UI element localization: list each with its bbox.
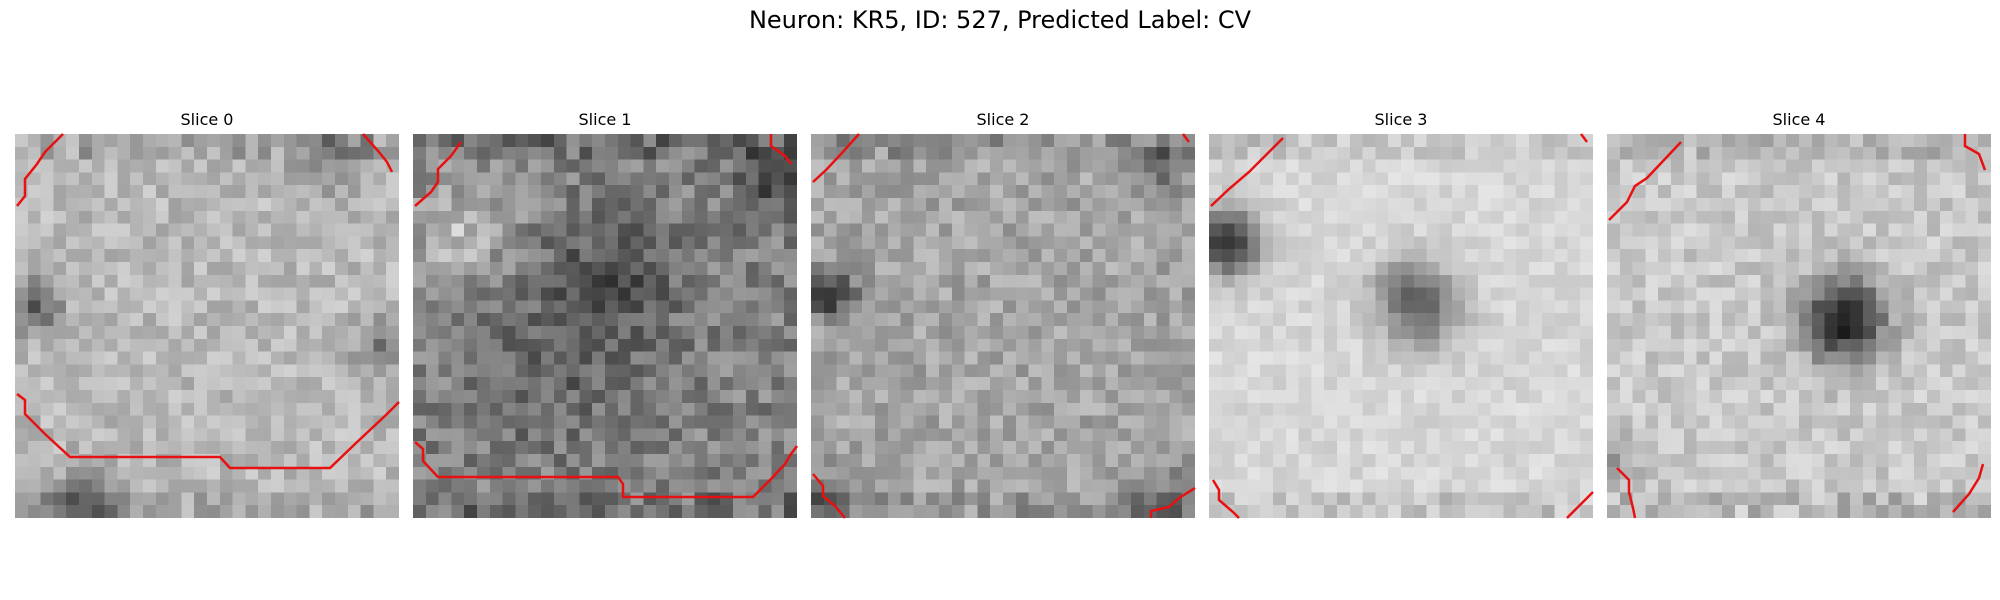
- slice-image: [15, 134, 399, 518]
- red-contour: [413, 134, 797, 518]
- red-contour: [1209, 134, 1593, 518]
- slice-image: [413, 134, 797, 518]
- slice-title: Slice 4: [1607, 110, 1991, 129]
- slice-image: [1607, 134, 1991, 518]
- red-contour: [811, 134, 1195, 518]
- slice-title: Slice 0: [15, 110, 399, 129]
- slice-title: Slice 2: [811, 110, 1195, 129]
- red-contour: [15, 134, 399, 518]
- figure-title: Neuron: KR5, ID: 527, Predicted Label: C…: [0, 6, 2000, 34]
- red-contour: [1607, 134, 1991, 518]
- slice-title: Slice 3: [1209, 110, 1593, 129]
- slice-title: Slice 1: [413, 110, 797, 129]
- slice-image: [1209, 134, 1593, 518]
- slice-image: [811, 134, 1195, 518]
